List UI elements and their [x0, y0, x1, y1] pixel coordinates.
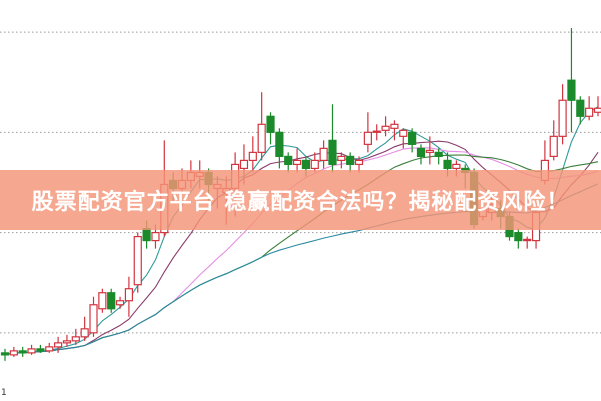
candle-down: [284, 155, 293, 166]
candle-up: [248, 151, 257, 162]
candle-up: [292, 159, 302, 166]
candle-up: [390, 123, 399, 129]
candle-down: [443, 159, 452, 170]
candle-down: [567, 79, 576, 101]
candle-down: [142, 227, 151, 242]
candle-down: [514, 231, 523, 242]
candle-up: [593, 107, 601, 113]
candle-up: [319, 147, 328, 161]
candle-up: [98, 292, 107, 310]
candle-down: [107, 292, 116, 310]
candle-down: [416, 147, 426, 157]
candle-up: [310, 159, 319, 170]
candle-up: [71, 336, 80, 342]
candle-up: [425, 149, 434, 153]
candle-up: [124, 288, 134, 302]
candle-down: [275, 131, 284, 157]
candle-up: [239, 159, 249, 170]
candle-down: [434, 151, 443, 157]
candle-up: [89, 304, 98, 334]
candle-up: [257, 123, 266, 153]
candle-up: [62, 340, 72, 344]
candle-down: [0, 352, 10, 356]
corner-label: 1: [1, 388, 7, 398]
candle-up: [115, 300, 125, 306]
candle-up: [381, 125, 390, 131]
candle-down: [18, 350, 27, 354]
candle-up: [54, 342, 63, 348]
candle-up: [27, 348, 36, 354]
candle-up: [523, 238, 532, 242]
overlay-banner: 股票配资官方平台 稳赢配资合法吗？揭秘配资风险！: [0, 170, 601, 230]
candle-up: [151, 231, 160, 242]
candle-down: [301, 159, 311, 170]
candle-up: [80, 328, 89, 338]
candle-up: [372, 130, 381, 133]
candle-down: [576, 99, 585, 117]
candle-down: [36, 348, 45, 352]
banner-title: 股票配资官方平台 稳赢配资合法吗？揭秘配资风险！: [31, 190, 570, 215]
candle-up: [558, 99, 567, 137]
candle-down: [346, 155, 355, 166]
candle-down: [266, 115, 275, 133]
candle-down: [408, 131, 417, 145]
candle-up: [354, 159, 364, 166]
candle-up: [585, 107, 594, 117]
candle-up: [45, 346, 54, 352]
candle-up: [549, 135, 558, 157]
candle-down: [328, 139, 337, 166]
candle-up: [9, 350, 18, 356]
candle-up: [337, 155, 346, 161]
candle-up: [452, 163, 461, 170]
candle-up: [363, 131, 372, 145]
candle-up: [133, 235, 142, 286]
candle-up: [399, 129, 408, 137]
